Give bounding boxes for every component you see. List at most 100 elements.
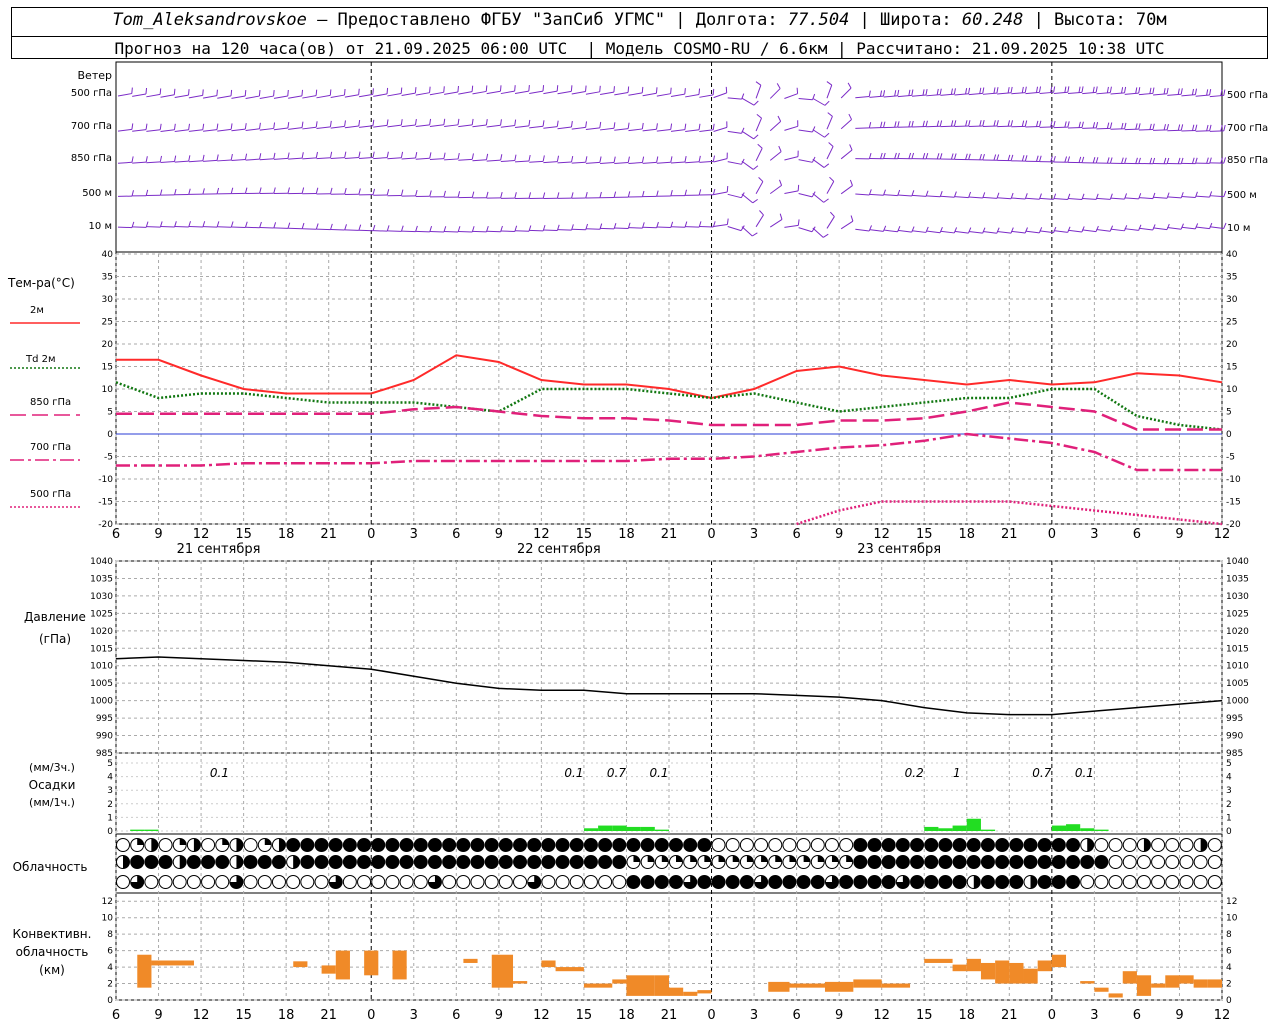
cloud-symbol — [1207, 875, 1222, 889]
wind-barb — [614, 91, 629, 96]
cloud-fill — [704, 855, 711, 862]
wind-barb — [301, 222, 305, 229]
x-tick-label: 15 — [235, 1008, 252, 1023]
wind-barb — [1194, 157, 1198, 164]
wind-barb — [912, 94, 927, 97]
wind-barb — [713, 92, 727, 99]
wind-barb — [330, 223, 333, 230]
wind-barb — [486, 159, 501, 162]
wind-barb — [400, 225, 404, 232]
station-name: Tom_Aleksandrovskoe — [112, 10, 307, 30]
x-tick-label: 0 — [707, 1008, 715, 1023]
wind-barb — [798, 129, 813, 133]
wind-barb — [316, 94, 331, 99]
cloud-symbol — [300, 838, 315, 852]
cloud-fill — [754, 875, 768, 889]
wind-barb — [855, 193, 870, 196]
temp-tick-label: -15 — [98, 498, 113, 508]
wind-barb — [656, 93, 671, 97]
wind-barb — [1039, 91, 1054, 95]
cloud-symbol — [853, 838, 868, 852]
wind-barb — [599, 85, 601, 92]
precip-bar — [924, 826, 939, 831]
cloud-symbol — [1051, 855, 1066, 869]
wind-barb — [245, 158, 260, 161]
wind-barb — [883, 194, 898, 197]
wind-barb — [1163, 157, 1167, 164]
conv-tick-label: 2 — [107, 980, 113, 990]
wind-barb — [514, 192, 517, 199]
wind-barb — [1064, 86, 1067, 93]
wind-barb — [174, 155, 177, 162]
wind-barb — [202, 95, 217, 99]
wind-barb — [273, 122, 276, 129]
cloud-symbol — [172, 875, 187, 889]
wind-barb — [752, 198, 758, 204]
temp-series-line — [116, 432, 1222, 472]
temp-tick-label: -20 — [98, 520, 113, 530]
conv-tick-label: 4 — [1226, 963, 1232, 973]
wind-barb — [755, 148, 763, 162]
wind-barb — [542, 120, 545, 127]
wind-barb — [344, 157, 359, 160]
cloud-symbol — [782, 875, 797, 889]
wind-barb — [1095, 157, 1099, 164]
wind-barb — [585, 156, 588, 163]
wind-barb — [585, 127, 600, 131]
wind-barb — [698, 88, 701, 95]
cloud-symbol — [881, 855, 896, 869]
cloud-fill — [973, 875, 981, 889]
wind-barb — [1124, 197, 1139, 200]
wind-barb — [922, 120, 925, 127]
convective-bar — [952, 964, 967, 972]
wind-barb — [894, 121, 897, 128]
cloud-symbol — [1037, 875, 1052, 889]
wind-barb — [627, 122, 630, 129]
wind-barb — [1010, 120, 1014, 127]
wind-barb — [1149, 157, 1153, 164]
wind-barb — [756, 113, 762, 119]
wind-barb — [727, 226, 742, 232]
cloud-symbol — [1136, 875, 1151, 889]
wind-barb — [713, 224, 728, 227]
wind-barb — [330, 94, 345, 98]
wind-barb — [883, 152, 886, 159]
cloud-symbol — [442, 855, 457, 869]
cloud-symbol — [1080, 875, 1095, 889]
wind-barb — [1078, 86, 1081, 93]
wind-barb — [301, 121, 304, 128]
cloud-symbol — [201, 838, 216, 852]
cloud-fill — [151, 838, 158, 852]
wind-barb — [828, 142, 834, 147]
wind-barb — [684, 88, 686, 95]
date-label: 21 сентября — [177, 542, 261, 557]
wind-barb — [1138, 87, 1141, 94]
wind-barb — [922, 152, 926, 159]
wind-barb — [1106, 122, 1110, 129]
wind-barb — [429, 190, 432, 197]
wind-barb — [939, 153, 943, 160]
wind-barb — [287, 122, 290, 129]
temp-tick-label: 0 — [107, 430, 113, 440]
wind-barb — [1011, 197, 1026, 200]
wind-barb — [343, 89, 346, 96]
cloud-symbol — [938, 838, 953, 852]
cloud-symbol — [555, 855, 570, 869]
cloud-symbol — [1066, 838, 1081, 852]
wind-barb — [344, 125, 359, 129]
wind-barb — [1024, 155, 1028, 162]
cloud-symbol — [498, 875, 513, 889]
wind-barb — [1124, 228, 1139, 231]
wind-barb — [641, 190, 645, 197]
wind-barb — [1010, 154, 1014, 161]
wind-barb — [982, 120, 985, 127]
cloud-symbol — [966, 855, 981, 869]
cloud-fill — [236, 838, 243, 852]
wind-barb — [1180, 88, 1183, 95]
cloud-fill — [179, 838, 187, 845]
wind-barb — [908, 89, 911, 96]
wind-barb — [216, 221, 220, 228]
wind-barb — [883, 229, 898, 233]
wind-barb — [1053, 86, 1056, 93]
